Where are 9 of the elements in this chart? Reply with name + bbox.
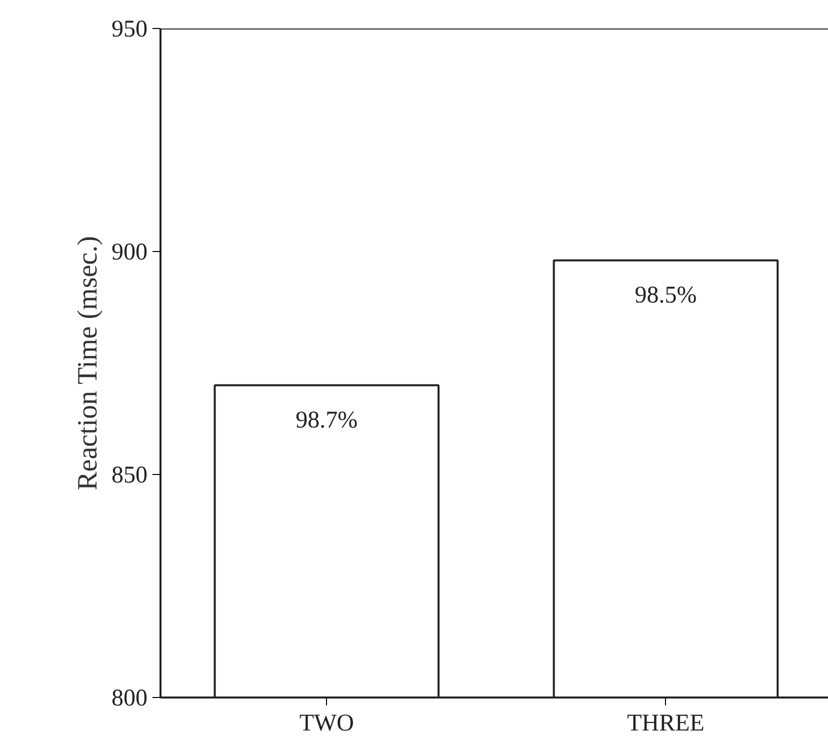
annotation: 98.5% <box>634 282 697 308</box>
x-tick-label: TWO <box>299 710 354 736</box>
y-tick-label: 850 <box>112 462 148 488</box>
y-axis-title: Reaction Time (msec.) <box>72 236 104 490</box>
y-tick-label: 800 <box>112 686 148 712</box>
annotation: 98.7% <box>296 407 358 434</box>
y-tick-label: 900 <box>112 240 148 266</box>
x-tick-label: THREE <box>627 710 704 736</box>
y-tick-label: 950 <box>112 16 148 42</box>
